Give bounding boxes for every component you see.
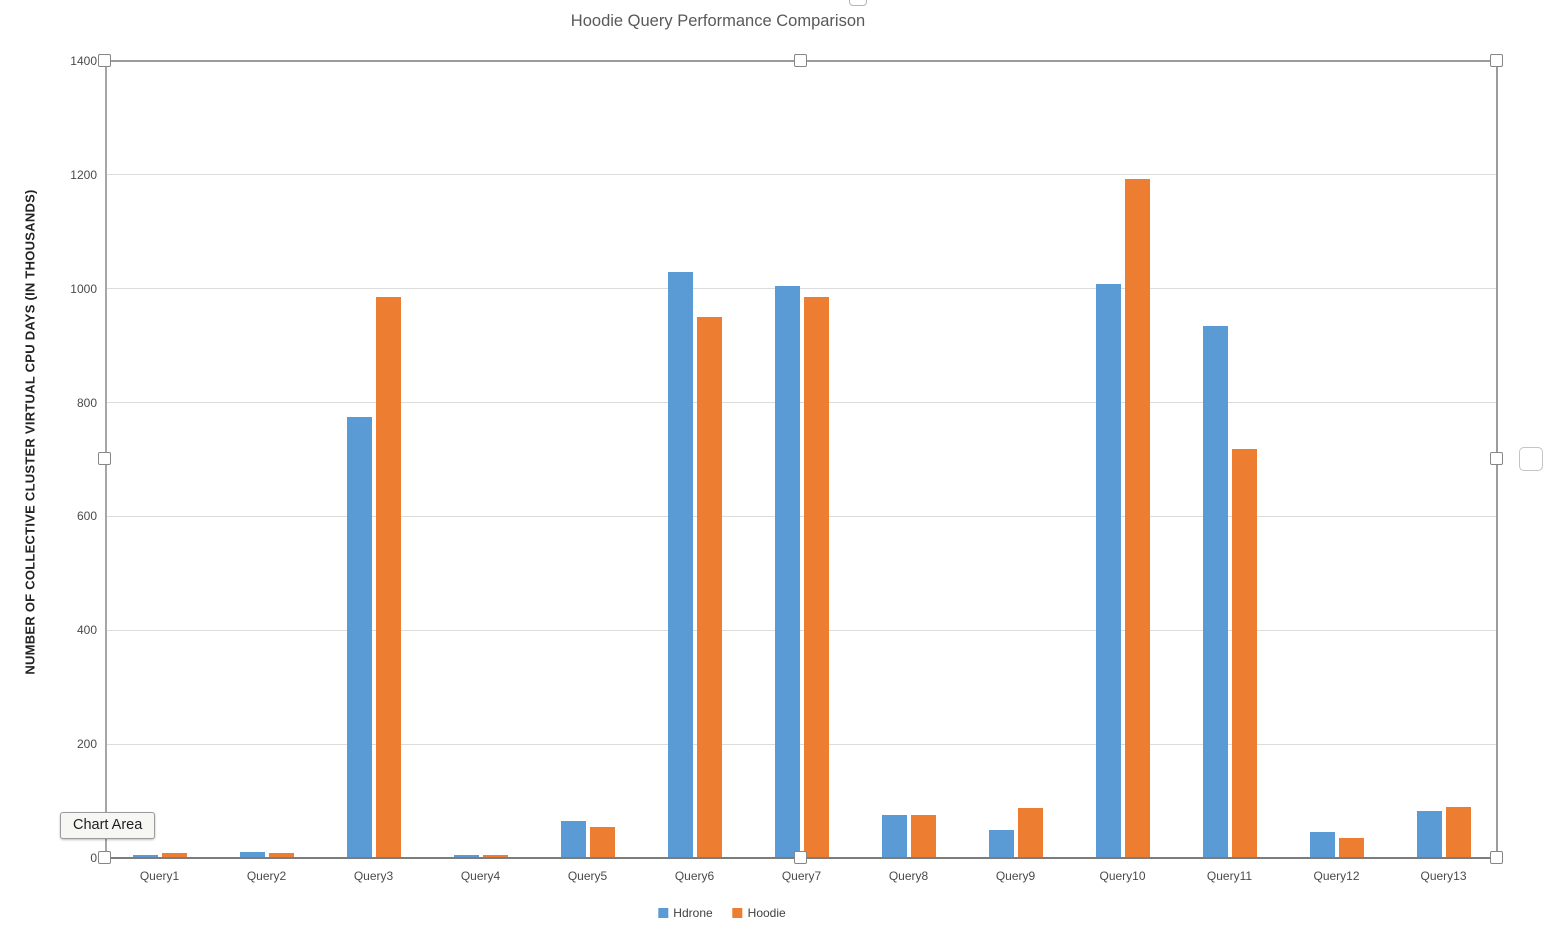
bar-hdrone-query6[interactable] bbox=[667, 271, 693, 858]
bar-hdrone-query1[interactable] bbox=[132, 855, 158, 858]
y-axis-tick-labels: 0 200 400 600 800 1000 1200 1400 bbox=[0, 54, 97, 865]
legend-swatch-hoodie-icon bbox=[732, 908, 743, 918]
bar-hoodie-query10[interactable] bbox=[1124, 179, 1150, 858]
legend-item-hoodie[interactable]: Hoodie bbox=[732, 906, 786, 920]
y-gridline-200 bbox=[106, 743, 1497, 745]
selection-handle-mid-left[interactable] bbox=[98, 452, 111, 465]
y-tick-label[interactable]: 200 bbox=[76, 737, 97, 752]
y-tick-label[interactable]: 1200 bbox=[70, 167, 97, 182]
y-tick-label[interactable]: 1000 bbox=[70, 281, 97, 296]
bar-hdrone-query9[interactable] bbox=[988, 829, 1014, 858]
x-tick-label[interactable]: Query8 bbox=[888, 869, 929, 883]
bar-hoodie-query11[interactable] bbox=[1231, 449, 1257, 858]
selection-handle-mid-right[interactable] bbox=[1490, 452, 1503, 465]
y-tick-label[interactable]: 800 bbox=[76, 395, 97, 410]
legend-label-hdrone: Hdrone bbox=[673, 906, 713, 920]
outer-selection-handle-top[interactable] bbox=[849, 0, 867, 6]
y-tick-label[interactable]: 400 bbox=[76, 623, 97, 638]
selection-handle-bottom-center[interactable] bbox=[794, 851, 807, 864]
bar-hoodie-query13[interactable] bbox=[1445, 806, 1471, 858]
selection-handle-top-right[interactable] bbox=[1490, 54, 1503, 67]
x-tick-label[interactable]: Query4 bbox=[460, 869, 501, 883]
y-gridline-1000 bbox=[106, 288, 1497, 290]
bar-hdrone-query4[interactable] bbox=[453, 855, 479, 858]
bar-hdrone-query7[interactable] bbox=[774, 285, 800, 858]
legend[interactable]: Hdrone Hoodie bbox=[658, 906, 786, 920]
bar-hoodie-query2[interactable] bbox=[268, 853, 294, 858]
chart-title[interactable]: Hoodie Query Performance Comparison bbox=[570, 12, 866, 30]
x-tick-label[interactable]: Query10 bbox=[1099, 869, 1146, 883]
bar-hdrone-query10[interactable] bbox=[1095, 284, 1121, 858]
x-tick-label[interactable]: Query1 bbox=[139, 869, 180, 883]
bar-hoodie-query7[interactable] bbox=[803, 297, 829, 858]
y-gridline-400 bbox=[106, 629, 1497, 631]
legend-label-hoodie: Hoodie bbox=[747, 906, 786, 920]
x-tick-label[interactable]: Query13 bbox=[1420, 869, 1467, 883]
x-tick-label[interactable]: Query6 bbox=[674, 869, 715, 883]
bar-hoodie-query1[interactable] bbox=[161, 853, 187, 858]
bar-hoodie-query5[interactable] bbox=[589, 826, 615, 858]
x-tick-label[interactable]: Query7 bbox=[781, 869, 822, 883]
selection-handle-top-center[interactable] bbox=[794, 54, 807, 67]
selection-handle-bottom-left[interactable] bbox=[98, 851, 111, 864]
bar-hdrone-query5[interactable] bbox=[560, 821, 586, 858]
bar-hoodie-query3[interactable] bbox=[375, 297, 401, 858]
legend-swatch-hdrone-icon bbox=[658, 908, 669, 918]
bar-hoodie-query8[interactable] bbox=[910, 814, 936, 858]
y-tick-label[interactable]: 600 bbox=[76, 509, 97, 524]
y-gridline-600 bbox=[106, 515, 1497, 517]
x-tick-label[interactable]: Query5 bbox=[567, 869, 608, 883]
bar-hoodie-query12[interactable] bbox=[1338, 838, 1364, 858]
y-gridline-1200 bbox=[106, 174, 1497, 176]
x-tick-label[interactable]: Query2 bbox=[246, 869, 287, 883]
x-tick-label[interactable]: Query3 bbox=[353, 869, 394, 883]
legend-item-hdrone[interactable]: Hdrone bbox=[658, 906, 713, 920]
plot-area[interactable] bbox=[105, 60, 1498, 859]
bar-hoodie-query9[interactable] bbox=[1017, 807, 1043, 858]
bar-hdrone-query3[interactable] bbox=[346, 416, 372, 858]
bar-hdrone-query2[interactable] bbox=[239, 852, 265, 858]
selection-handle-bottom-right[interactable] bbox=[1490, 851, 1503, 864]
y-tick-label[interactable]: 1400 bbox=[70, 54, 97, 68]
chart-area-tooltip: Chart Area bbox=[60, 812, 156, 839]
y-axis-title[interactable]: NUMBER OF COLLECTIVE CLUSTER VIRTUAL CPU… bbox=[22, 189, 38, 675]
bar-hdrone-query11[interactable] bbox=[1202, 325, 1228, 858]
x-tick-label[interactable]: Query11 bbox=[1206, 869, 1253, 883]
bar-hdrone-query8[interactable] bbox=[881, 815, 907, 858]
outer-selection-handle-right[interactable] bbox=[1519, 447, 1543, 471]
x-tick-label[interactable]: Query9 bbox=[995, 869, 1036, 883]
y-gridline-800 bbox=[106, 402, 1497, 404]
x-axis-tick-labels: Query1 Query2 Query3 Query4 Query5 Query6 Quer… bbox=[106, 869, 1497, 887]
bar-hdrone-query13[interactable] bbox=[1416, 810, 1442, 858]
selection-handle-top-left[interactable] bbox=[98, 54, 111, 67]
y-tick-label[interactable]: 0 bbox=[90, 851, 97, 865]
x-tick-label[interactable]: Query12 bbox=[1313, 869, 1360, 883]
bar-hoodie-query6[interactable] bbox=[696, 317, 722, 858]
bar-hdrone-query12[interactable] bbox=[1309, 832, 1335, 858]
bar-hoodie-query4[interactable] bbox=[482, 855, 508, 858]
